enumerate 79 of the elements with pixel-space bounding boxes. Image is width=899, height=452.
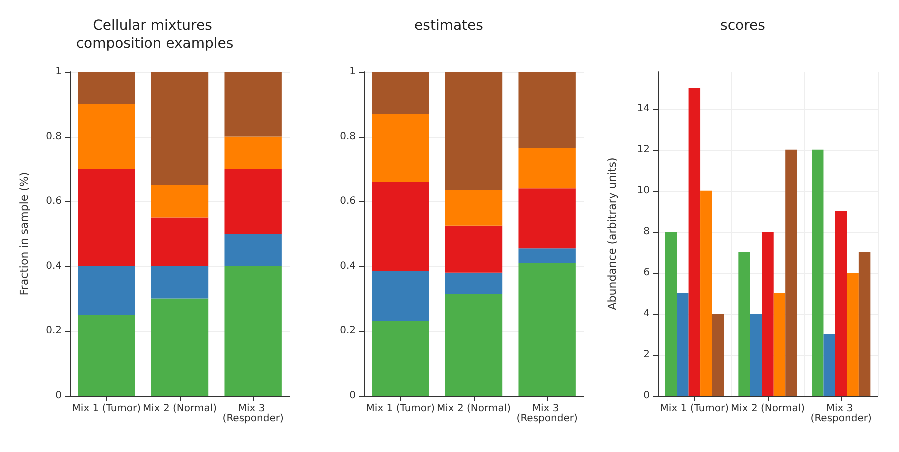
bar (518, 248, 576, 264)
chart-title: Cellular mixtures composition examples (76, 18, 234, 52)
bar (151, 218, 209, 266)
y-tick-label: 0.4 (46, 260, 62, 272)
x-tick-label: Mix 3 (Responder) (516, 404, 578, 424)
bar (786, 150, 798, 396)
bar (151, 266, 209, 299)
bar (445, 190, 503, 226)
y-tick-label: 0 (56, 390, 62, 402)
bar (151, 298, 209, 396)
bar (372, 72, 430, 114)
bar (372, 321, 430, 396)
y-tick-label: 0.8 (46, 131, 62, 142)
y-tick-label: 12 (637, 144, 650, 156)
bar (372, 114, 430, 182)
bar (445, 226, 503, 273)
bar (151, 72, 209, 186)
bar (224, 169, 282, 234)
bar (712, 314, 724, 396)
bar (224, 266, 282, 396)
y-tick-label: 14 (637, 103, 650, 114)
bar (224, 72, 282, 137)
chart-title: scores (720, 18, 766, 34)
y-tick-label: 0.8 (340, 131, 356, 142)
chart-title: estimates (414, 18, 484, 34)
bar (372, 182, 430, 272)
y-tick-label: 0.2 (340, 326, 356, 337)
y-tick-label: 6 (644, 267, 650, 278)
y-tick-label: 10 (637, 185, 650, 196)
y-tick-label: 1 (350, 66, 356, 78)
bar (445, 72, 503, 190)
bar (847, 272, 859, 396)
bar (518, 72, 576, 148)
bar (78, 315, 136, 396)
x-tick-label: Mix 3 (Responder) (810, 404, 872, 424)
y-tick-label: 2 (644, 349, 650, 360)
x-tick-label: Mix 2 (Normal) (436, 404, 512, 414)
bar (151, 185, 209, 218)
bar (774, 293, 786, 396)
bar (518, 263, 576, 396)
bar (78, 169, 136, 266)
y-tick-label: 1 (56, 66, 62, 78)
bar (518, 188, 576, 249)
x-tick-label: Mix 3 (Responder) (222, 404, 284, 424)
bar (750, 314, 762, 396)
y-tick-label: 8 (644, 226, 650, 238)
y-axis-title: Abundance (arbitrary units) (606, 158, 619, 310)
bar (700, 190, 712, 396)
bar (518, 148, 576, 189)
x-tick-label: Mix 1 (Tumor) (660, 404, 730, 414)
bar (677, 293, 689, 396)
bar (78, 104, 136, 170)
y-tick-label: 0 (350, 390, 356, 402)
bar (665, 232, 678, 396)
y-tick-label: 0.4 (340, 260, 356, 272)
bar (688, 88, 701, 396)
y-tick-label: 4 (644, 308, 650, 320)
y-tick-label: 0 (644, 390, 650, 402)
bar (372, 271, 430, 322)
bar (812, 150, 824, 396)
x-tick-label: Mix 2 (Normal) (142, 404, 218, 414)
y-tick-label: 0.2 (46, 326, 62, 337)
bar (78, 72, 136, 104)
x-tick-label: Mix 2 (Normal) (730, 404, 806, 414)
bar (224, 234, 282, 266)
x-tick-label: Mix 1 (Tumor) (366, 404, 436, 414)
bar (738, 252, 750, 396)
bar (445, 272, 503, 294)
bar (762, 232, 774, 396)
bar (445, 294, 503, 396)
y-tick-label: 0.6 (46, 196, 62, 208)
bar (78, 266, 136, 315)
bar (835, 211, 848, 396)
y-axis-title: Fraction in sample (%) (18, 172, 31, 296)
bar (824, 334, 836, 396)
y-tick-label: 0.6 (340, 196, 356, 208)
x-tick-label: Mix 1 (Tumor) (72, 404, 142, 414)
bar (858, 252, 871, 396)
bar (224, 136, 282, 170)
